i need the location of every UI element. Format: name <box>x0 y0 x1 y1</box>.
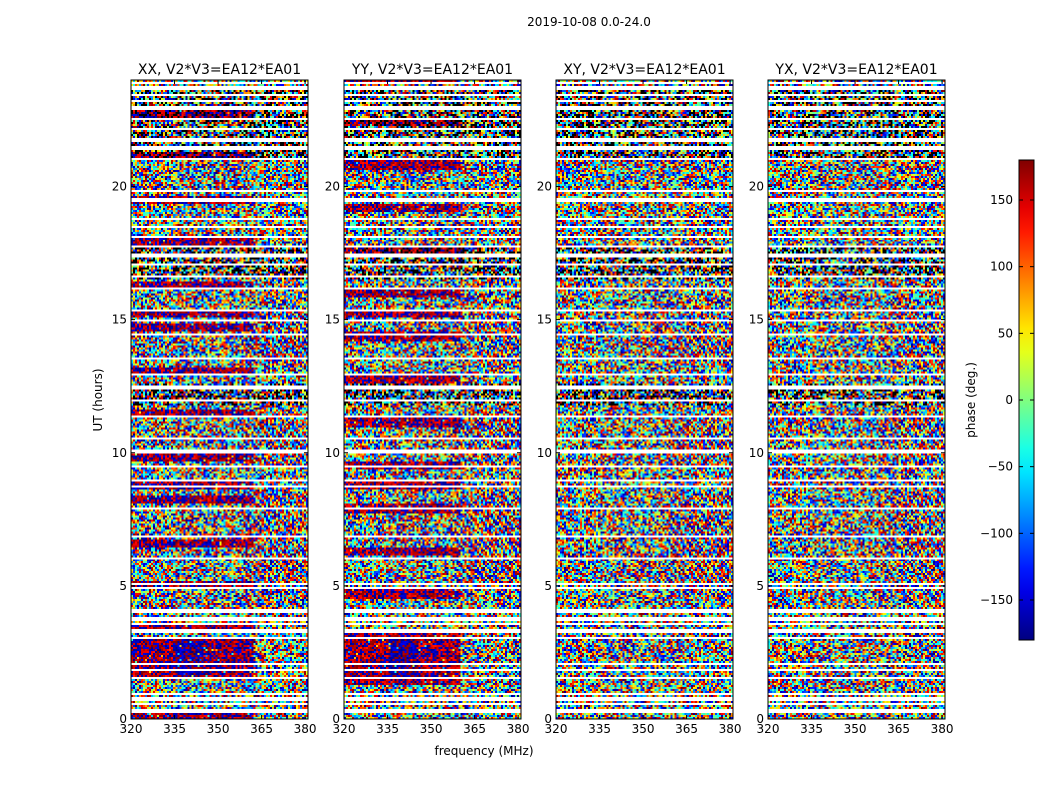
x-tick-label: 350 <box>844 722 867 736</box>
x-axis-label: frequency (MHz) <box>434 744 533 758</box>
y-tick-label: 20 <box>325 180 340 194</box>
colorbar-tick-label: −150 <box>980 593 1013 607</box>
y-tick-label: 20 <box>112 180 127 194</box>
x-tick-label: 320 <box>120 722 143 736</box>
phase-heatmap <box>131 80 308 719</box>
y-tick-label: 5 <box>119 579 127 593</box>
panel-frame <box>130 79 309 720</box>
y-tick-label: 20 <box>749 180 764 194</box>
phase-heatmap <box>556 80 733 719</box>
y-tick-label: 15 <box>749 313 764 327</box>
x-tick-label: 320 <box>545 722 568 736</box>
x-tick-label: 365 <box>250 722 273 736</box>
x-tick-label: 335 <box>800 722 823 736</box>
y-tick-label: 15 <box>325 313 340 327</box>
x-tick-label: 335 <box>163 722 186 736</box>
x-tick-label: 380 <box>719 722 742 736</box>
panel-frame <box>767 79 946 720</box>
colorbar-tick-label: 100 <box>990 260 1013 274</box>
panels: XX, V2*V3=EA12*EA01 320 335 350 365 380 0 5 10 15… <box>112 62 954 736</box>
y-tick-label: 10 <box>749 446 764 460</box>
colorbar-tick-label: 150 <box>990 193 1013 207</box>
x-tick-label: 335 <box>588 722 611 736</box>
x-tick-label: 320 <box>757 722 780 736</box>
x-tick-label: 365 <box>887 722 910 736</box>
y-tick-label: 15 <box>537 313 552 327</box>
x-tick-label: 350 <box>420 722 443 736</box>
colorbar-label: phase (deg.) <box>964 362 978 438</box>
x-tick-label: 365 <box>675 722 698 736</box>
y-tick-label: 0 <box>119 712 127 726</box>
phase-heatmap <box>768 80 945 719</box>
x-tick-label: 365 <box>463 722 486 736</box>
panel-title: YY, V2*V3=EA12*EA01 <box>351 62 513 78</box>
panel-title: XX, V2*V3=EA12*EA01 <box>138 62 301 78</box>
colorbar-tick-label: −100 <box>980 526 1013 540</box>
panel-2: YY, V2*V3=EA12*EA01 320 335 350 365 380 0 5 10 15… <box>325 62 530 736</box>
y-tick-label: 15 <box>112 313 127 327</box>
y-tick-label: 0 <box>756 712 764 726</box>
colorbar-tick-label: 50 <box>998 326 1013 340</box>
y-tick-label: 0 <box>332 712 340 726</box>
panel-title: YX, V2*V3=EA12*EA01 <box>774 62 937 78</box>
x-tick-label: 380 <box>294 722 317 736</box>
panel-1: XX, V2*V3=EA12*EA01 320 335 350 365 380 0 5 10 15… <box>112 62 317 736</box>
panel-frame <box>555 79 734 720</box>
y-tick-label: 10 <box>112 446 127 460</box>
y-tick-label: 5 <box>756 579 764 593</box>
colorbar-tick-label: 0 <box>1005 393 1013 407</box>
x-tick-label: 320 <box>333 722 356 736</box>
x-tick-label: 335 <box>376 722 399 736</box>
panel-3: XY, V2*V3=EA12*EA01 320 335 350 365 380 0 5 10 15… <box>537 62 742 736</box>
panel-title: XY, V2*V3=EA12*EA01 <box>563 62 725 78</box>
y-tick-label: 10 <box>325 446 340 460</box>
y-tick-label: 5 <box>544 579 552 593</box>
y-tick-label: 10 <box>537 446 552 460</box>
panel-frame <box>343 79 522 720</box>
y-axis-label: UT (hours) <box>91 368 105 431</box>
colorbar: −150 −100 −50 0 50 100 150 <box>980 159 1035 641</box>
y-tick-label: 20 <box>537 180 552 194</box>
panel-4: YX, V2*V3=EA12*EA01 320 335 350 365 380 0 5 10 15… <box>749 62 954 736</box>
y-tick-label: 0 <box>544 712 552 726</box>
x-tick-label: 380 <box>931 722 954 736</box>
colorbar-tick-label: −50 <box>988 460 1013 474</box>
y-tick-label: 5 <box>332 579 340 593</box>
x-tick-label: 350 <box>632 722 655 736</box>
x-tick-label: 350 <box>207 722 230 736</box>
phase-heatmap <box>344 80 521 719</box>
figure-suptitle: 2019-10-08 0.0-24.0 <box>527 15 651 29</box>
x-tick-label: 380 <box>507 722 530 736</box>
